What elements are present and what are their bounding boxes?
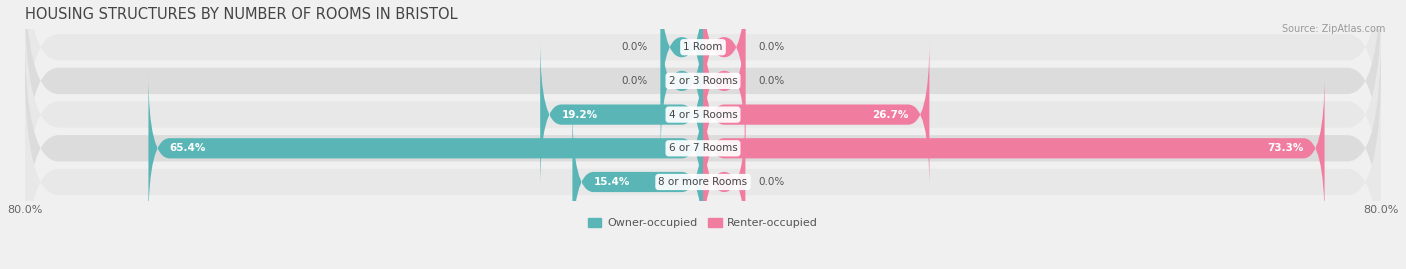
Text: 19.2%: 19.2% (561, 109, 598, 120)
FancyBboxPatch shape (25, 60, 1381, 269)
FancyBboxPatch shape (661, 0, 703, 121)
Text: 0.0%: 0.0% (758, 76, 785, 86)
Text: 65.4%: 65.4% (170, 143, 207, 153)
Text: 1 Room: 1 Room (683, 42, 723, 52)
Text: 0.0%: 0.0% (621, 76, 648, 86)
FancyBboxPatch shape (149, 74, 703, 222)
Text: 15.4%: 15.4% (593, 177, 630, 187)
FancyBboxPatch shape (703, 0, 745, 121)
Text: 26.7%: 26.7% (872, 109, 908, 120)
Text: 8 or more Rooms: 8 or more Rooms (658, 177, 748, 187)
FancyBboxPatch shape (25, 0, 1381, 169)
FancyBboxPatch shape (572, 108, 703, 256)
Text: 4 or 5 Rooms: 4 or 5 Rooms (669, 109, 737, 120)
Text: 73.3%: 73.3% (1267, 143, 1303, 153)
FancyBboxPatch shape (25, 0, 1381, 203)
Text: HOUSING STRUCTURES BY NUMBER OF ROOMS IN BRISTOL: HOUSING STRUCTURES BY NUMBER OF ROOMS IN… (25, 7, 457, 22)
FancyBboxPatch shape (703, 74, 1324, 222)
FancyBboxPatch shape (25, 0, 1381, 236)
Text: 6 or 7 Rooms: 6 or 7 Rooms (669, 143, 737, 153)
Text: 0.0%: 0.0% (758, 177, 785, 187)
Text: 0.0%: 0.0% (621, 42, 648, 52)
Legend: Owner-occupied, Renter-occupied: Owner-occupied, Renter-occupied (583, 213, 823, 233)
Text: 0.0%: 0.0% (758, 42, 785, 52)
FancyBboxPatch shape (703, 108, 745, 256)
Text: Source: ZipAtlas.com: Source: ZipAtlas.com (1281, 24, 1385, 34)
FancyBboxPatch shape (703, 7, 745, 155)
Text: 2 or 3 Rooms: 2 or 3 Rooms (669, 76, 737, 86)
FancyBboxPatch shape (540, 40, 703, 189)
FancyBboxPatch shape (25, 27, 1381, 269)
FancyBboxPatch shape (703, 40, 929, 189)
FancyBboxPatch shape (661, 7, 703, 155)
